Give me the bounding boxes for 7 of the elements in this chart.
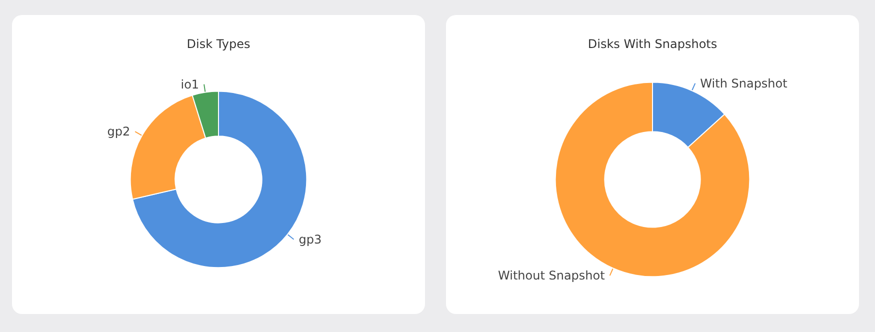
slice-label: With Snapshot: [700, 76, 788, 90]
chart-title: Disk Types: [186, 37, 250, 51]
chart-title: Disks With Snapshots: [588, 37, 718, 51]
slice-label: gp3: [298, 232, 322, 246]
slice-label: gp2: [107, 124, 130, 139]
slice-label: Without Snapshot: [498, 268, 606, 283]
slice-label: io1: [180, 77, 200, 92]
